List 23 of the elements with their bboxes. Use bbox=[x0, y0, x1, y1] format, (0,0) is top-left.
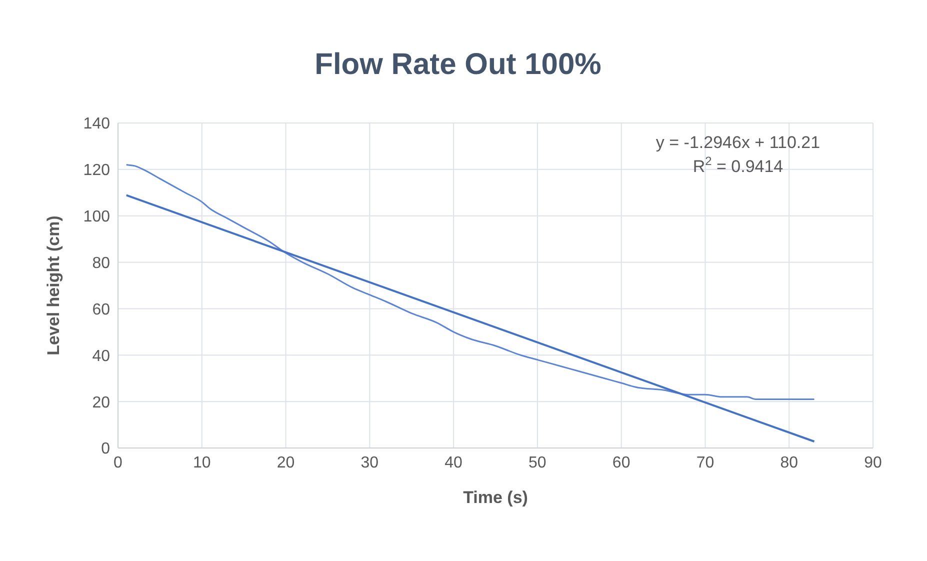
y-tick-label: 80 bbox=[92, 254, 110, 272]
x-tick-label: 60 bbox=[612, 454, 630, 472]
x-tick-label: 0 bbox=[114, 454, 123, 472]
y-tick-label: 100 bbox=[83, 208, 110, 226]
x-tick-label: 20 bbox=[276, 454, 295, 472]
y-axis-title: Level height (cm) bbox=[44, 216, 64, 356]
x-tick-label: 50 bbox=[528, 454, 546, 472]
x-tick-label: 90 bbox=[864, 454, 882, 472]
x-tick-label: 70 bbox=[696, 454, 714, 472]
y-tick-label: 20 bbox=[92, 394, 110, 412]
x-axis-title: Time (s) bbox=[463, 488, 528, 507]
x-tick-label: 30 bbox=[360, 454, 379, 472]
y-tick-label: 120 bbox=[83, 162, 110, 180]
x-tick-label: 10 bbox=[192, 454, 211, 472]
y-tick-label: 60 bbox=[92, 301, 110, 318]
y-tick-label: 0 bbox=[101, 440, 110, 458]
annotation: R$^{2}$ = 0.9414 bbox=[692, 154, 784, 176]
x-tick-label: 80 bbox=[780, 454, 798, 472]
y-tick-label: 40 bbox=[92, 348, 110, 365]
y-tick-label: 140 bbox=[83, 116, 110, 133]
x-tick-label: 40 bbox=[444, 454, 463, 472]
chart-title: Flow Rate Out 100% bbox=[314, 48, 602, 82]
annotation: y = -1.2946x + 110.21 bbox=[656, 133, 820, 152]
